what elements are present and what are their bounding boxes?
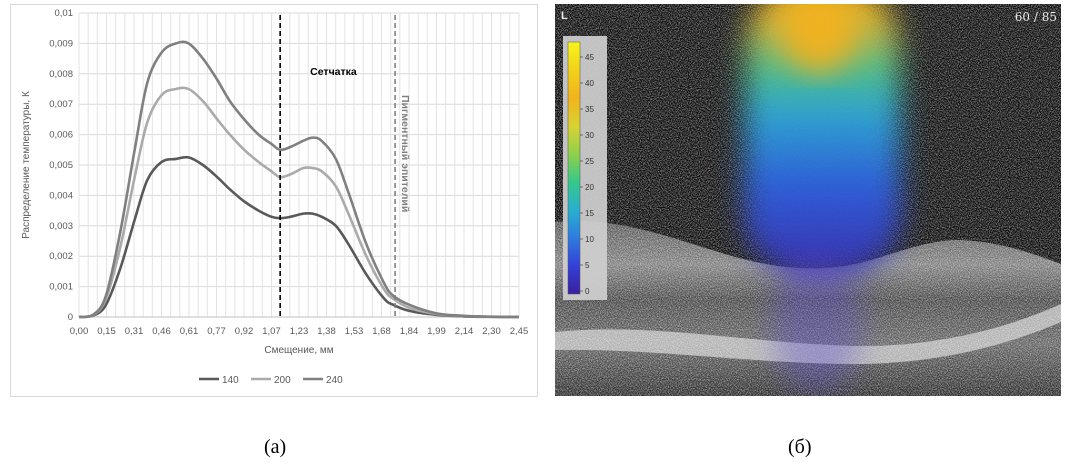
heat-beam <box>745 4 900 274</box>
oct-frame-counter: 60 / 85 <box>1014 10 1057 24</box>
x-tick-label: 2,14 <box>455 326 474 337</box>
temperature-chart-panel: 0 0,001 0,002 0,003 0,004 0,005 0,006 0,007 0,00… <box>10 4 538 397</box>
y-tick-label: 0,004 <box>49 190 73 201</box>
x-tick-label: 2,30 <box>482 326 501 337</box>
temperature-line-chart: 0 0,001 0,002 0,003 0,004 0,005 0,006 0,007 0,00… <box>21 8 529 386</box>
oct-corner-label: L <box>561 10 568 22</box>
oct-heatmap-overlay: 0 5 10 15 20 25 30 35 40 45 <box>555 4 1061 396</box>
x-tick-label: 1,38 <box>317 326 336 337</box>
colorbar-tick-label: 20 <box>585 183 594 192</box>
series-line-200 <box>78 86 520 319</box>
oct-scan-image: 0 5 10 15 20 25 30 35 40 45 L 60 / 85 <box>555 4 1061 396</box>
colorbar-tick-label: 0 <box>585 287 590 296</box>
x-tick-label: 2,45 <box>510 326 529 337</box>
colorbar-tick-label: 10 <box>585 235 594 244</box>
y-tick-label: 0,003 <box>49 221 73 232</box>
y-tick-label: 0,005 <box>49 160 73 171</box>
panel-a-label: (а) <box>264 436 287 458</box>
heat-tail <box>772 254 862 394</box>
colorbar-tick-label: 25 <box>585 157 594 166</box>
x-tick-label: 0,77 <box>207 326 226 337</box>
x-tick-label: 1,07 <box>262 326 281 337</box>
x-tick-label: 1,99 <box>427 326 446 337</box>
y-tick-label: 0,009 <box>49 38 73 49</box>
series-line-240 <box>78 40 520 319</box>
y-axis-title: Распределение температуры, К <box>21 91 32 239</box>
heat-hotspot <box>781 4 857 72</box>
y-tick-label: 0,01 <box>55 8 74 19</box>
panel-b-label: (б) <box>788 436 812 458</box>
pigment-epithelium-annotation: Пигментный эпителий <box>399 95 411 212</box>
retina-annotation: Сетчатка <box>310 66 357 78</box>
x-tick-label: 0,92 <box>235 326 254 337</box>
legend-label-200: 200 <box>274 375 291 386</box>
colorbar <box>567 41 581 295</box>
legend-label-240: 240 <box>326 375 343 386</box>
x-tick-label: 1,84 <box>400 326 419 337</box>
y-tick-label: 0 <box>68 312 73 323</box>
y-tick-label: 0,006 <box>49 130 73 141</box>
y-tick-label: 0,002 <box>49 251 73 262</box>
y-tick-label: 0,007 <box>49 99 73 110</box>
x-axis-title: Смещение, мм <box>264 345 333 356</box>
colorbar-tick-label: 45 <box>585 53 594 62</box>
x-tick-label: 1,23 <box>290 326 309 337</box>
x-tick-label: 0,00 <box>70 326 89 337</box>
colorbar-tick-label: 35 <box>585 105 594 114</box>
legend-label-140: 140 <box>222 375 239 386</box>
x-tick-label: 1,68 <box>372 326 391 337</box>
colorbar-tick-label: 15 <box>585 209 594 218</box>
x-tick-label: 1,53 <box>345 326 364 337</box>
x-tick-label: 0,46 <box>152 326 171 337</box>
x-tick-label: 0,15 <box>97 326 116 337</box>
colorbar-tick-label: 5 <box>585 261 590 270</box>
colorbar-tick-label: 30 <box>585 131 594 140</box>
colorbar-tick-label: 40 <box>585 79 594 88</box>
y-tick-label: 0,008 <box>49 69 73 80</box>
x-tick-label: 0,61 <box>180 326 199 337</box>
y-tick-label: 0,001 <box>49 282 73 293</box>
x-tick-label: 0,31 <box>125 326 144 337</box>
